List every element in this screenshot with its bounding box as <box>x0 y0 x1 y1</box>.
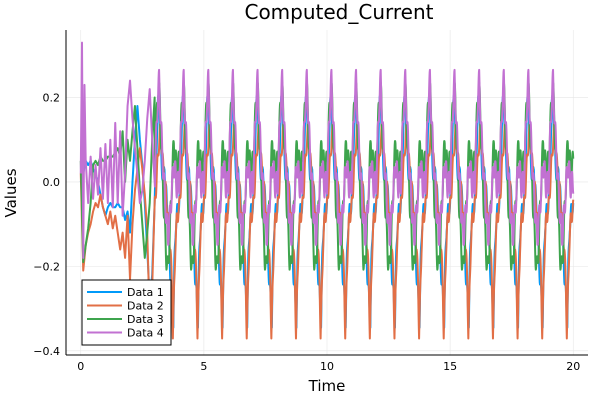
y-tick-label: 0.0 <box>43 176 61 189</box>
chart-title: Computed_Current <box>244 0 433 24</box>
series-lines <box>79 41 575 340</box>
x-axis-title: Time <box>308 377 346 395</box>
x-tick-label: 0 <box>77 360 84 373</box>
legend-box <box>81 279 172 346</box>
legend-label: Data 4 <box>127 327 164 340</box>
x-tick-label: 15 <box>443 360 457 373</box>
y-tick-label: −0.4 <box>33 345 60 358</box>
legend-label: Data 1 <box>127 286 164 299</box>
x-tick-label: 10 <box>320 360 334 373</box>
y-tick-label: −0.2 <box>33 260 60 273</box>
legend-label: Data 3 <box>127 313 164 326</box>
y-axis-title: Values <box>2 168 20 217</box>
y-tick-label: 0.2 <box>43 92 61 105</box>
legend-label: Data 2 <box>127 300 164 313</box>
x-tick-label: 5 <box>200 360 207 373</box>
tick-labels: 0 5 10 15 20 −0.4 −0.2 0.0 0.2 <box>33 92 580 373</box>
x-tick-label: 20 <box>566 360 580 373</box>
axes <box>65 30 588 356</box>
series-line-4 <box>79 41 575 259</box>
